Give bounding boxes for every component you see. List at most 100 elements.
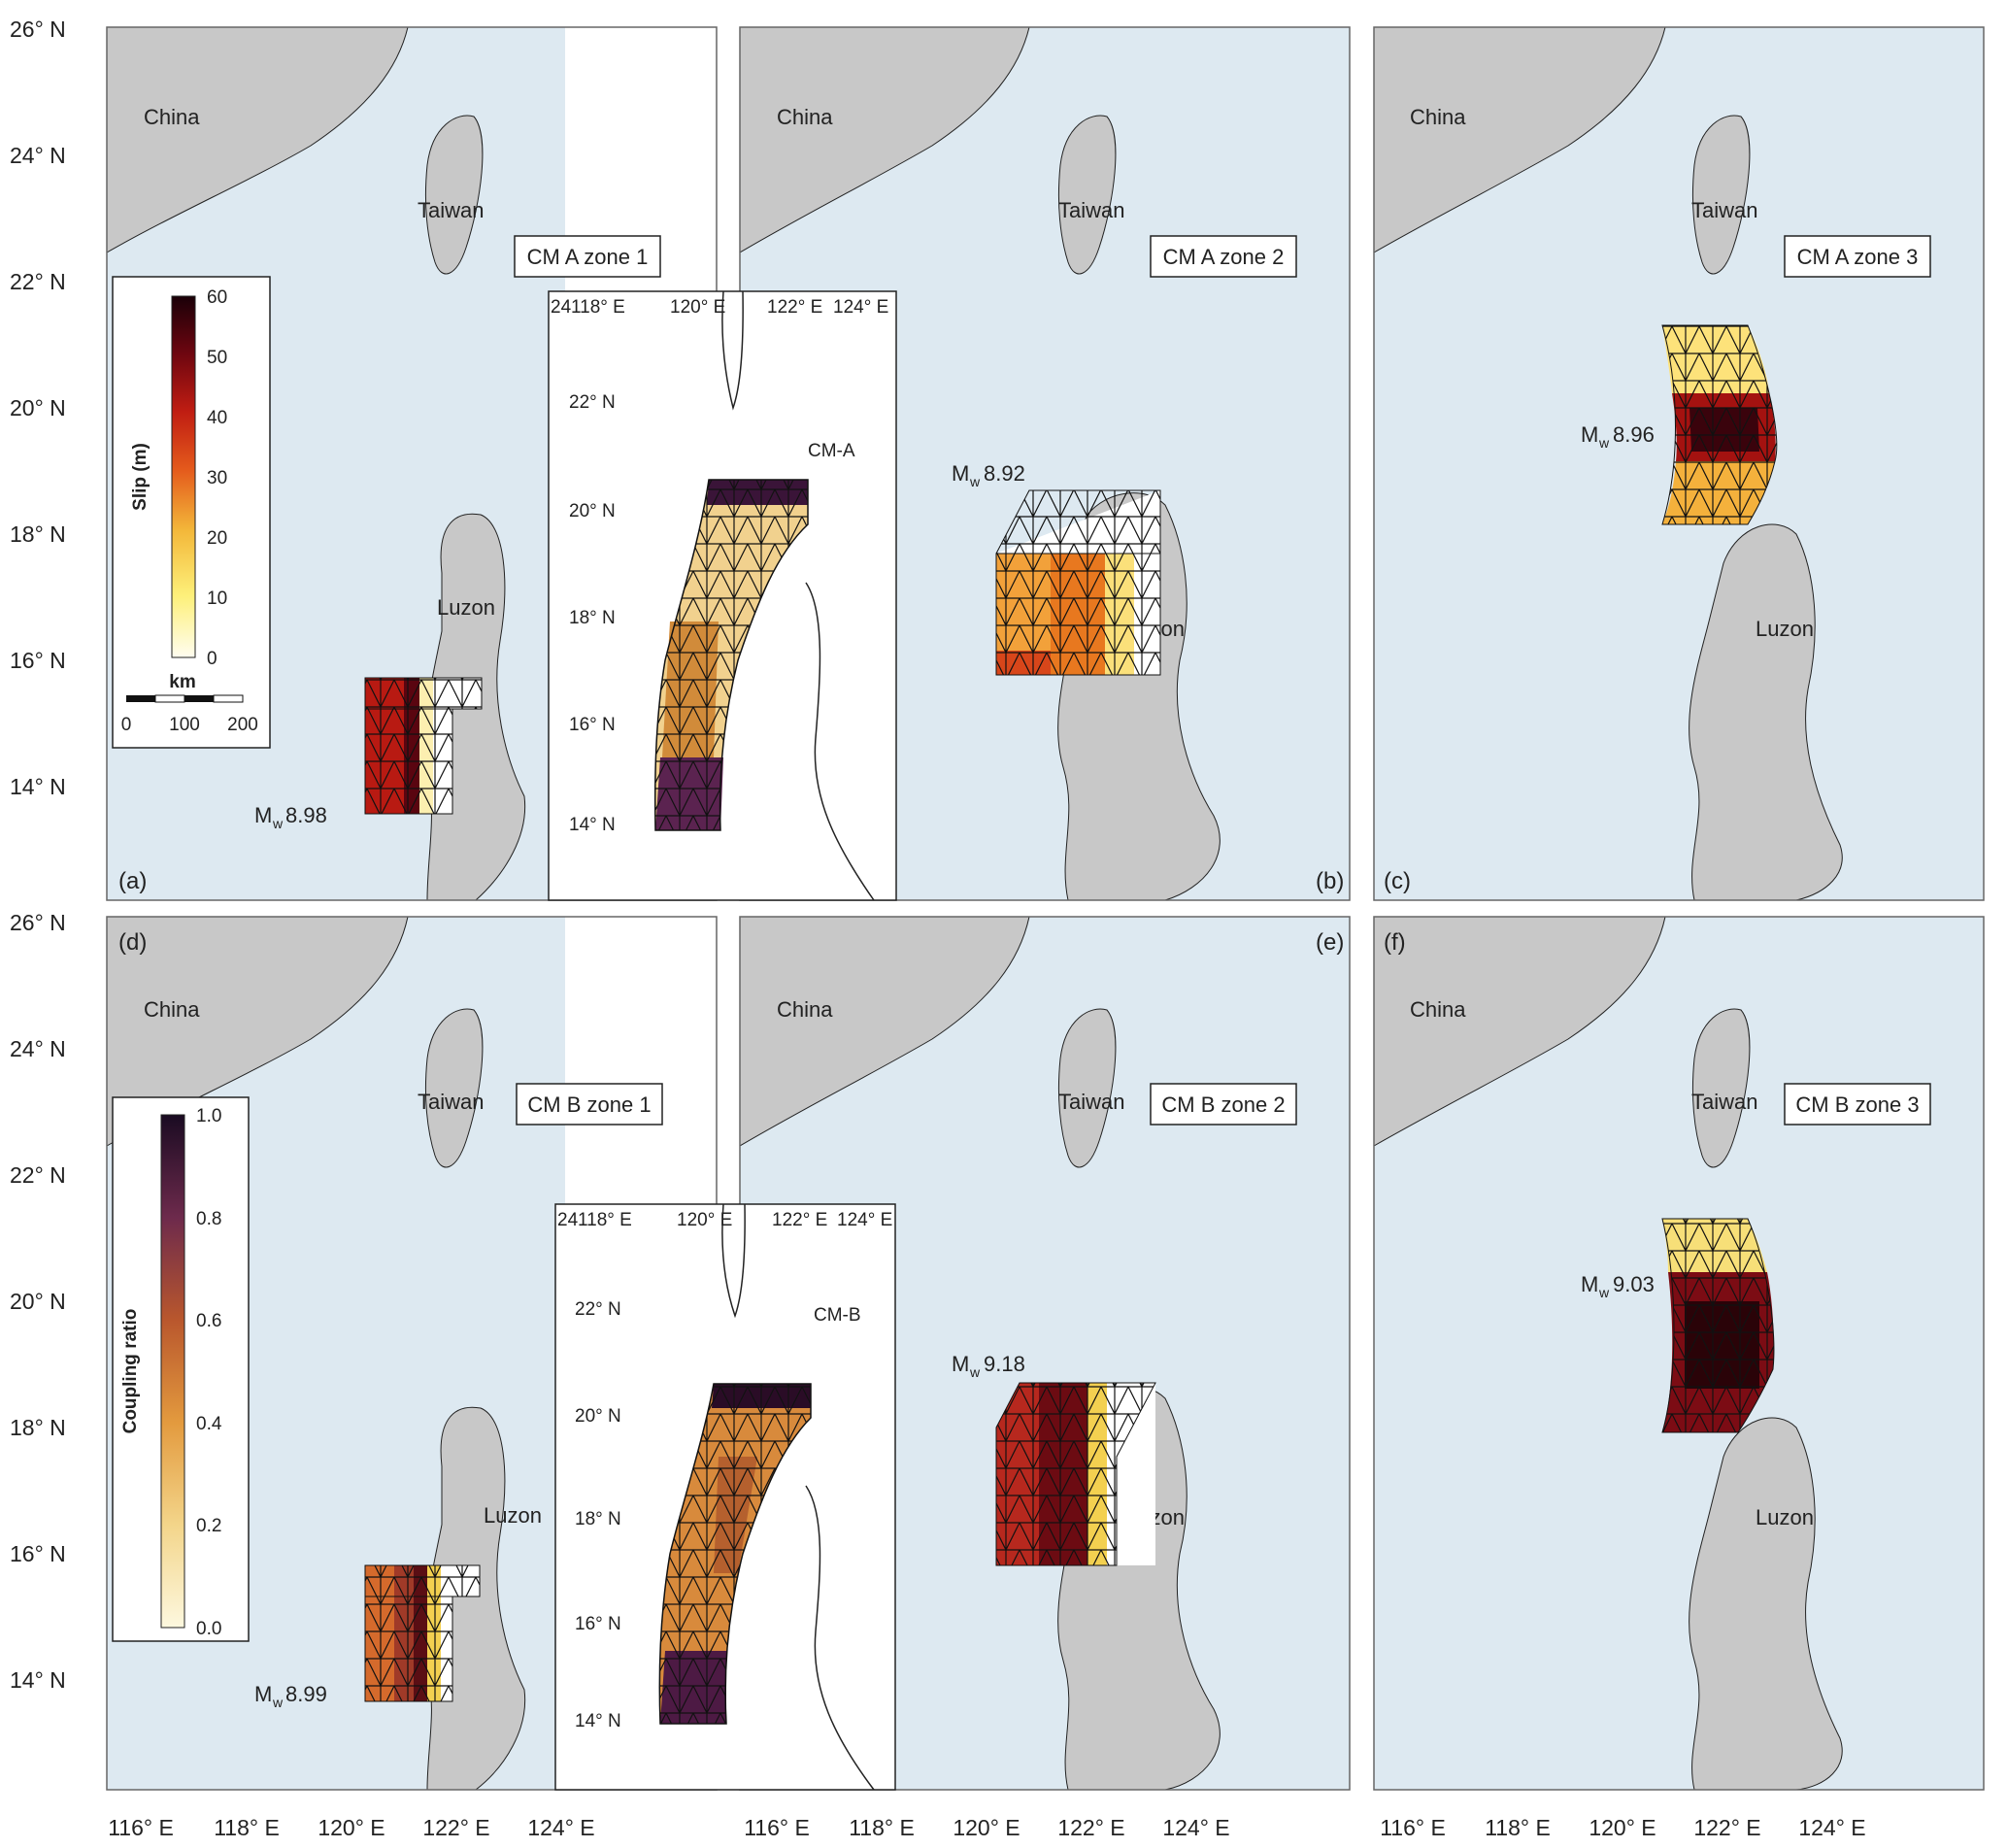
label-luzon: Luzon — [1756, 617, 1814, 641]
magnitude-label: M w 9.03 — [1581, 1272, 1655, 1300]
lon-label: 116° E — [108, 1815, 174, 1840]
coupling-patch — [364, 1564, 481, 1702]
china-landmass — [1373, 916, 1666, 1147]
luzon-landmass — [1689, 523, 1843, 901]
inset-lon-label: 122° E — [772, 1210, 827, 1230]
inset-lat-label: 14° N — [575, 1711, 621, 1731]
lat-label: 26° N — [10, 17, 66, 42]
taiwan-landmass — [1057, 115, 1117, 275]
lon-label: 118° E — [849, 1815, 915, 1840]
taiwan-landmass — [1691, 115, 1751, 275]
mesh — [364, 1596, 453, 1702]
coupling-patch — [1661, 1218, 1775, 1433]
panel-letter: (c) — [1384, 868, 1411, 894]
label-taiwan: Taiwan — [1058, 198, 1124, 222]
slip-patch — [1661, 324, 1778, 525]
panel-letter: (f) — [1384, 929, 1406, 956]
mw-symbol: M — [254, 1682, 272, 1706]
coupling-title: Coupling ratio — [120, 1309, 141, 1434]
mw-value: 9.18 — [984, 1352, 1025, 1376]
label-luzon: Luzon — [437, 595, 495, 620]
model-label-box: CM A zone 3 — [1784, 235, 1931, 278]
inset-cm-b: 24 118° E 120° E 122° E 124° E 22° N 20°… — [554, 1203, 896, 1791]
coupling-tick: 0.6 — [196, 1311, 221, 1331]
inset-lat-label: 22° N — [575, 1299, 621, 1320]
inset-cm-a: 24 118° E 120° E 122° E 124° E 22° N 20°… — [548, 290, 897, 901]
slip-tick: 30 — [207, 468, 227, 488]
label-china: China — [1410, 105, 1466, 129]
inset-corner-label: 24 — [557, 1210, 579, 1230]
scale-title: km — [169, 672, 195, 692]
lat-label: 22° N — [10, 269, 66, 294]
slip-tick: 60 — [207, 287, 227, 308]
mw-value: 8.92 — [984, 461, 1025, 486]
mesh — [1661, 324, 1778, 525]
inset-lat-label: 18° N — [575, 1509, 621, 1529]
taiwan-outline — [721, 1203, 746, 1319]
inset-lat-label: 14° N — [569, 815, 616, 835]
mesh — [995, 553, 1161, 676]
lon-labels-bottom: 116° E 118° E 120° E 122° E 124° E 116° … — [108, 1815, 1865, 1840]
magnitude-label: M w 8.99 — [254, 1682, 327, 1710]
slip-title: Slip (m) — [130, 443, 151, 511]
lat-label: 24° N — [10, 1036, 66, 1061]
mesh — [364, 1564, 481, 1597]
label-china: China — [777, 105, 833, 129]
inset-lon-label: 120° E — [677, 1210, 732, 1230]
model-label-box: CM B zone 1 — [516, 1083, 663, 1126]
lat-label: 26° N — [10, 910, 66, 935]
label-china: China — [144, 997, 200, 1022]
label-taiwan: Taiwan — [1058, 1090, 1124, 1114]
taiwan-landmass — [1691, 1008, 1751, 1168]
lat-label: 20° N — [10, 1289, 66, 1314]
model-label: CM A zone 2 — [1163, 245, 1285, 269]
mw-subscript: w — [1598, 435, 1610, 451]
inset-lat-label: 20° N — [575, 1406, 621, 1427]
label-china: China — [1410, 997, 1466, 1022]
mw-value: 8.98 — [285, 803, 327, 827]
panel-letter: (b) — [1316, 868, 1344, 894]
lon-label: 120° E — [318, 1815, 385, 1840]
lat-label: 16° N — [10, 1541, 66, 1566]
china-landmass — [739, 26, 1030, 253]
china-landmass — [739, 916, 1030, 1147]
model-label-box: CM B zone 2 — [1150, 1083, 1297, 1126]
mw-subscript: w — [1598, 1285, 1610, 1300]
scale-tick: 200 — [227, 715, 258, 735]
mw-symbol: M — [952, 461, 969, 486]
coupling-tick: 0.8 — [196, 1209, 221, 1229]
panel-frames — [106, 26, 1985, 1791]
luzon-outline — [805, 582, 875, 901]
lat-labels-bottom: 26° N 24° N 22° N 20° N 18° N 16° N 14° … — [10, 910, 66, 1693]
magnitude-label: M w 8.92 — [952, 461, 1025, 489]
lon-label: 116° E — [744, 1815, 810, 1840]
mw-symbol: M — [254, 803, 272, 827]
lon-label: 120° E — [1589, 1815, 1656, 1840]
label-taiwan: Taiwan — [418, 198, 484, 222]
mw-symbol: M — [952, 1352, 969, 1376]
coupling-tick: 0.2 — [196, 1516, 221, 1536]
magnitude-label: M w 8.98 — [254, 803, 327, 831]
coupling-tick: 0.4 — [196, 1414, 222, 1434]
lat-label: 18° N — [10, 521, 66, 547]
scale-tick: 100 — [169, 715, 200, 735]
inset-mesh — [658, 1383, 812, 1725]
taiwan-landmass — [424, 1008, 484, 1168]
inset-lon-label: 120° E — [670, 297, 725, 318]
panel-letter: (a) — [118, 868, 147, 894]
coupling-gradient — [160, 1114, 185, 1629]
inset-lat-label: 20° N — [569, 501, 616, 521]
lon-label: 118° E — [1485, 1815, 1551, 1840]
scale-tick: 0 — [121, 715, 132, 735]
slip-tick: 40 — [207, 408, 227, 428]
inset-lon-label: 124° E — [833, 297, 888, 318]
slip-tick: 20 — [207, 528, 227, 549]
inset-lat-label: 16° N — [575, 1614, 621, 1634]
mesh — [364, 708, 453, 815]
taiwan-landmass — [424, 115, 484, 275]
model-label-box: CM B zone 3 — [1784, 1083, 1931, 1126]
slip-tick: 50 — [207, 348, 227, 368]
mw-value: 8.96 — [1613, 422, 1655, 447]
slip-patch — [364, 677, 483, 815]
